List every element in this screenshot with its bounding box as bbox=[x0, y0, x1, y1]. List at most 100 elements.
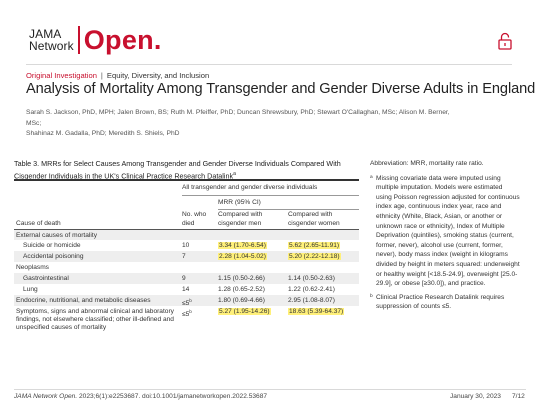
abbreviation-note: Abbreviation: MRR, mortality rate ratio. bbox=[370, 160, 484, 167]
mrr-men-value: 2.28 (1.04-5.02) bbox=[218, 252, 267, 260]
col-header-cause: Cause of death bbox=[16, 220, 61, 227]
footnote-a-text: Missing covariate data were imputed usin… bbox=[376, 174, 520, 288]
table-row: Gastrointestinal 9 1.15 (0.50-2.66) 1.14… bbox=[14, 273, 359, 284]
mrr-women-cell: 1.14 (0.50-2.63) bbox=[288, 275, 335, 283]
cause-cell: Neoplasms bbox=[16, 264, 178, 272]
table-row: External causes of mortality bbox=[14, 230, 359, 240]
cause-cell: Accidental poisoning bbox=[23, 253, 178, 261]
cause-cell: Endocrine, nutritional, and metabolic di… bbox=[16, 297, 178, 305]
lock-open-icon bbox=[498, 32, 512, 50]
col-header-died: No. who died bbox=[182, 211, 207, 227]
died-count: 7 bbox=[182, 252, 186, 260]
mrr-men-cell: 1.80 (0.69-4.66) bbox=[218, 297, 265, 305]
article-topic: Equity, Diversity, and Inclusion bbox=[106, 71, 210, 80]
mrr-women-cell: 5.20 (2.22-12.18) bbox=[288, 252, 341, 261]
author-list: Sarah S. Jackson, PhD, MPH; Jalen Brown,… bbox=[26, 108, 466, 140]
died-count: 9 bbox=[182, 274, 186, 282]
mrr-men-cell: 5.27 (1.95-14.26) bbox=[218, 307, 271, 316]
page-number: 7/12 bbox=[512, 393, 525, 400]
mrr-women-value: 5.20 (2.22-12.18) bbox=[288, 252, 341, 260]
mrr-header: MRR (95% CI) bbox=[218, 199, 261, 206]
cause-cell: Gastrointestinal bbox=[23, 275, 178, 283]
table-notes: Abbreviation: MRR, mortality rate ratio.… bbox=[370, 159, 520, 316]
died-cell: 14 bbox=[182, 286, 189, 294]
died-cell: ≤5b bbox=[182, 297, 192, 309]
mrr-women-value: 18.63 (5.39-64.37) bbox=[288, 307, 345, 315]
footer-journal: JAMA Network Open. bbox=[14, 393, 78, 400]
cause-text: Gastrointestinal bbox=[23, 274, 69, 282]
col-header-women: Compared with cisgender women bbox=[288, 211, 340, 227]
died-cell: ≤5b bbox=[182, 308, 192, 320]
footnote-b: b Clinical Practice Research Datalink re… bbox=[370, 293, 520, 312]
table-caption: Table 3. MRRs for Select Causes Among Tr… bbox=[14, 159, 364, 181]
article-type: Original Investigation bbox=[26, 71, 97, 80]
cause-text: Symptoms, signs and abnormal clinical an… bbox=[16, 307, 174, 332]
cause-cell: Symptoms, signs and abnormal clinical an… bbox=[16, 308, 178, 333]
mrr-men-cell: 1.28 (0.65-2.52) bbox=[218, 286, 265, 294]
group-header-rule bbox=[182, 195, 359, 196]
mrr-header-rule bbox=[218, 209, 359, 210]
mrr-women-cell: 1.22 (0.62-2.41) bbox=[288, 286, 335, 294]
footnote-a: a Missing covariate data were imputed us… bbox=[370, 174, 520, 289]
mrr-men-cell: 3.34 (1.70-6.54) bbox=[218, 241, 267, 250]
footer-date: January 30, 2023 bbox=[450, 393, 501, 400]
table-header-rule bbox=[14, 229, 359, 230]
caption-footnote-mark: a bbox=[233, 171, 236, 177]
table-row: Symptoms, signs and abnormal clinical an… bbox=[14, 306, 359, 344]
group-header: All transgender and gender diverse indiv… bbox=[182, 184, 318, 191]
logo-divider bbox=[77, 26, 80, 54]
table-row: Neoplasms bbox=[14, 262, 359, 273]
cause-cell: Lung bbox=[23, 286, 178, 294]
cause-cell: External causes of mortality bbox=[16, 232, 178, 240]
table-row: Lung 14 1.28 (0.65-2.52) 1.22 (0.62-2.41… bbox=[14, 284, 359, 295]
footnote-b-text: Clinical Practice Research Datalink requ… bbox=[376, 293, 505, 311]
died-cell: 7 bbox=[182, 253, 186, 261]
mrr-men-value: 1.80 (0.69-4.66) bbox=[218, 296, 265, 304]
mrr-women-value: 5.62 (2.65-11.91) bbox=[288, 241, 341, 249]
footnote-a-mark: a bbox=[370, 174, 373, 180]
cause-cell: Suicide or homicide bbox=[23, 242, 178, 250]
mrr-men-value: 1.15 (0.50-2.66) bbox=[218, 274, 265, 282]
article-kicker: Original Investigation | Equity, Diversity… bbox=[26, 71, 209, 80]
died-cell: 9 bbox=[182, 275, 186, 283]
footer-citation: JAMA Network Open. 2023;6(1):e2253687. d… bbox=[14, 393, 267, 400]
died-count: ≤5 bbox=[182, 310, 190, 318]
mrr-men-cell: 1.15 (0.50-2.66) bbox=[218, 275, 265, 283]
cause-text: Lung bbox=[23, 285, 38, 293]
died-count: 14 bbox=[182, 285, 190, 293]
table-row: Endocrine, nutritional, and metabolic di… bbox=[14, 295, 359, 309]
kicker-separator: | bbox=[100, 71, 103, 80]
footnote-b-mark: b bbox=[370, 293, 373, 299]
mrr-women-value: 2.95 (1.08-8.07) bbox=[288, 296, 335, 304]
cause-text: External causes of mortality bbox=[16, 231, 97, 239]
table-row: Accidental poisoning 7 2.28 (1.04-5.02) … bbox=[14, 251, 359, 262]
mrr-men-cell: 2.28 (1.04-5.02) bbox=[218, 252, 267, 261]
logo-text: JAMA Network bbox=[29, 28, 74, 52]
table-top-rule bbox=[14, 179, 359, 181]
footer-divider bbox=[14, 389, 526, 390]
table-caption-text: Table 3. MRRs for Select Causes Among Tr… bbox=[14, 159, 341, 181]
logo-open-wordmark: Open. bbox=[83, 25, 162, 55]
died-footnote-mark: b bbox=[189, 308, 192, 314]
mrr-women-cell: 18.63 (5.39-64.37) bbox=[288, 307, 345, 316]
footer-citation-text: 2023;6(1):e2253687. doi:10.1001/jamanetw… bbox=[77, 393, 268, 400]
journal-logo: JAMA Network Open. bbox=[29, 23, 162, 57]
mrr-men-value: 1.28 (0.65-2.52) bbox=[218, 285, 265, 293]
cause-text: Endocrine, nutritional, and metabolic di… bbox=[16, 296, 151, 304]
cause-text: Accidental poisoning bbox=[23, 252, 84, 260]
died-count: ≤5 bbox=[182, 299, 190, 307]
cause-text: Suicide or homicide bbox=[23, 241, 81, 249]
logo-line-network: Network bbox=[29, 39, 74, 53]
logo-line-jama: JAMA bbox=[29, 27, 62, 41]
mrr-men-value: 5.27 (1.95-14.26) bbox=[218, 307, 271, 315]
article-title: Analysis of Mortality Among Transgender … bbox=[26, 81, 536, 97]
authors-line-1: Sarah S. Jackson, PhD, MPH; Jalen Brown,… bbox=[26, 109, 450, 127]
mrr-women-cell: 2.95 (1.08-8.07) bbox=[288, 297, 335, 305]
died-cell: 10 bbox=[182, 242, 189, 250]
cause-text: Neoplasms bbox=[16, 263, 49, 271]
mrr-women-value: 1.22 (0.62-2.41) bbox=[288, 285, 335, 293]
died-footnote-mark: b bbox=[189, 297, 192, 303]
header-divider bbox=[26, 64, 512, 65]
authors-line-2: Shahinaz M. Gadalla, PhD; Meredith S. Sh… bbox=[26, 130, 180, 137]
mrr-women-value: 1.14 (0.50-2.63) bbox=[288, 274, 335, 282]
